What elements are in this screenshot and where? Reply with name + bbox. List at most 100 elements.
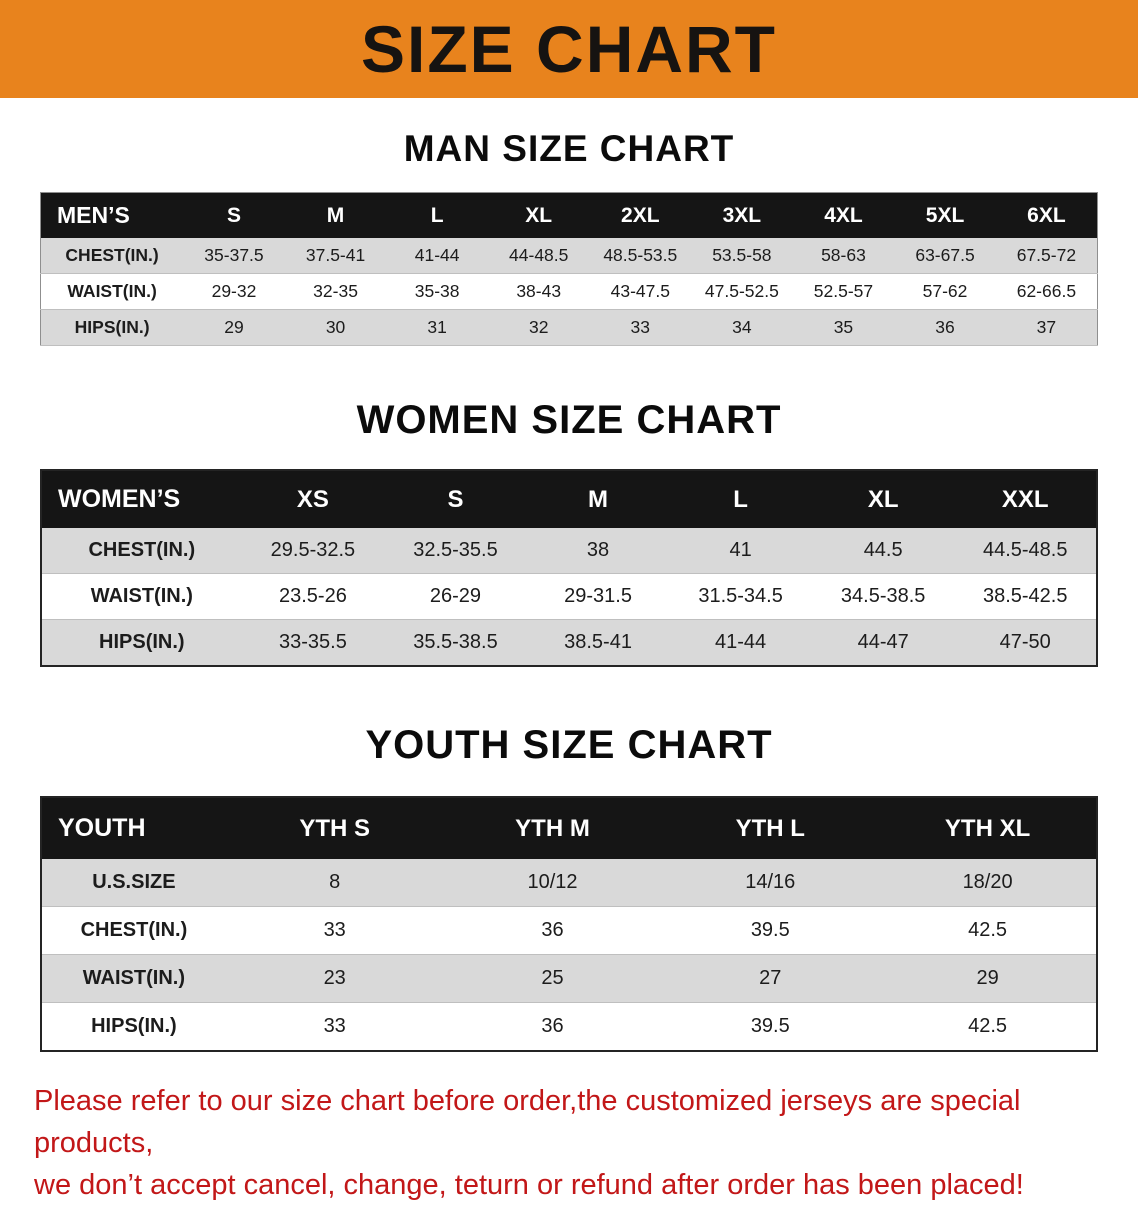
men-value-cell: 41-44: [414, 245, 460, 265]
men-value-cell: 33: [630, 317, 651, 337]
men-value-cell: 36: [935, 317, 955, 337]
men-section: MAN SIZE CHART MEN’S S M L XL 2XL 3XL 4XL 5XL 6XL…: [0, 128, 1138, 346]
women-size-header: M: [526, 470, 670, 528]
youth-measure-row: CHEST(IN.) 33 36 39.5 42.5: [41, 906, 1097, 955]
women-size-header: S: [384, 470, 527, 528]
women-value-cell: 38: [586, 539, 610, 561]
women-size-header: XL: [811, 470, 955, 528]
youth-value-cell: 39.5: [750, 919, 790, 941]
youth-value-cell: 36: [541, 919, 564, 941]
women-value-cell: 44.5: [863, 539, 903, 561]
men-value-cell: 35-38: [414, 281, 460, 301]
women-value-cell: 47-50: [999, 631, 1051, 653]
youth-measure-row: U.S.SIZE 8 10/12 14/16 18/20: [41, 859, 1097, 907]
men-size-header: XL: [487, 192, 590, 238]
women-row-label: WAIST(IN.): [90, 585, 193, 607]
women-value-cell: 44-47: [857, 631, 909, 653]
youth-value-cell: 42.5: [968, 919, 1008, 941]
men-value-cell: 62-66.5: [1016, 281, 1077, 301]
women-size-table: WOMEN’S XS S M L XL XXL CHEST(IN.) 29.5-32.5 32.5…: [40, 469, 1098, 667]
youth-measure-row: WAIST(IN.) 23 25 27 29: [41, 954, 1097, 1003]
disclaimer-line-1: Please refer to our size chart before or…: [34, 1085, 1021, 1160]
women-value-cell: 26-29: [429, 585, 482, 607]
youth-value-cell: 39.5: [750, 1015, 790, 1037]
youth-value-cell: 27: [759, 967, 782, 989]
men-measure-row: HIPS(IN.) 29 30 31 32 33 34 35 36 37: [40, 309, 1098, 346]
youth-row-label: CHEST(IN.): [80, 919, 188, 941]
disclaimer-line-2: we don’t accept cancel, change, teturn o…: [34, 1169, 1024, 1202]
women-value-cell: 41-44: [715, 631, 767, 653]
size-chart-banner: SIZE CHART: [0, 0, 1138, 98]
women-value-cell: 29-31.5: [564, 585, 632, 607]
men-value-cell: 43-47.5: [610, 281, 670, 301]
youth-size-table: YOUTH YTH S YTH M YTH L YTH XL U.S.SIZE 8 10/12…: [40, 796, 1098, 1052]
men-row-label: CHEST(IN.): [65, 245, 159, 265]
women-size-header: XS: [241, 470, 385, 528]
men-value-cell: 35: [833, 317, 854, 337]
men-value-cell: 37: [1036, 317, 1057, 337]
youth-value-cell: 25: [541, 967, 564, 989]
women-size-header: XXL: [954, 470, 1097, 528]
men-size-header: M: [284, 192, 387, 238]
men-value-cell: 30: [325, 317, 346, 337]
youth-row-label: WAIST(IN.): [82, 967, 185, 989]
men-table-title: MEN’S: [40, 192, 184, 238]
women-value-cell: 44.5-48.5: [982, 539, 1068, 561]
youth-section-heading: YOUTH SIZE CHART: [365, 723, 773, 767]
women-value-cell: 41: [729, 539, 752, 561]
youth-section: YOUTH SIZE CHART YOUTH YTH S YTH M YTH L YTH…: [0, 723, 1138, 1052]
men-value-cell: 63-67.5: [915, 245, 975, 265]
women-table-title: WOMEN’S: [41, 470, 242, 528]
youth-value-cell: 10/12: [527, 871, 578, 893]
women-section-heading: WOMEN SIZE CHART: [356, 398, 782, 442]
men-value-cell: 48.5-53.5: [603, 245, 678, 265]
men-value-cell: 57-62: [922, 281, 968, 301]
youth-row-label: U.S.SIZE: [92, 871, 176, 893]
women-header-row: WOMEN’S XS S M L XL XXL: [41, 470, 1097, 528]
women-row-label: CHEST(IN.): [88, 539, 196, 561]
youth-size-header: YTH M: [443, 797, 662, 859]
men-row-label: HIPS(IN.): [74, 317, 150, 337]
women-value-cell: 38.5-41: [564, 631, 632, 653]
youth-value-cell: 18/20: [962, 871, 1013, 893]
youth-size-header: YTH XL: [879, 797, 1097, 859]
men-value-cell: 53.5-58: [712, 245, 772, 265]
men-size-header: 3XL: [691, 192, 793, 238]
women-value-cell: 34.5-38.5: [840, 585, 926, 607]
men-value-cell: 35-37.5: [204, 245, 264, 265]
men-size-header: 5XL: [894, 192, 996, 238]
women-value-cell: 35.5-38.5: [413, 631, 498, 653]
women-measure-row: HIPS(IN.) 33-35.5 35.5-38.5 38.5-41 41-44 44-…: [41, 619, 1097, 666]
youth-size-header: YTH L: [661, 797, 880, 859]
men-value-cell: 38-43: [516, 281, 562, 301]
men-value-cell: 32: [528, 317, 549, 337]
women-value-cell: 31.5-34.5: [698, 585, 783, 607]
disclaimer: Please refer to our size chart before or…: [0, 1080, 1138, 1206]
men-value-cell: 29: [224, 317, 244, 337]
women-value-cell: 29.5-32.5: [270, 539, 356, 561]
women-row-label: HIPS(IN.): [99, 631, 185, 653]
men-value-cell: 44-48.5: [509, 245, 569, 265]
youth-table-title: YOUTH: [41, 797, 226, 859]
youth-value-cell: 14/16: [745, 871, 796, 893]
men-value-cell: 32-35: [313, 281, 358, 301]
women-value-cell: 32.5-35.5: [413, 539, 498, 561]
men-size-header: 2XL: [589, 192, 692, 238]
youth-row-label: HIPS(IN.): [91, 1015, 177, 1037]
men-value-cell: 58-63: [821, 245, 866, 265]
women-measure-row: CHEST(IN.) 29.5-32.5 32.5-35.5 38 41 44.5 44.5…: [41, 528, 1097, 574]
youth-size-header: YTH S: [225, 797, 444, 859]
youth-value-cell: 29: [976, 967, 999, 989]
youth-value-cell: 33: [323, 919, 346, 941]
women-measure-row: WAIST(IN.) 23.5-26 26-29 29-31.5 31.5-34.5 34…: [41, 573, 1097, 620]
men-value-cell: 31: [427, 317, 447, 337]
women-value-cell: 23.5-26: [278, 585, 347, 607]
men-size-header: 4XL: [792, 192, 895, 238]
women-size-header: L: [669, 470, 812, 528]
men-measure-row: WAIST(IN.) 29-32 32-35 35-38 38-43 43-47.5 47.…: [40, 273, 1098, 310]
men-size-header: L: [386, 192, 488, 238]
men-row-label: WAIST(IN.): [67, 281, 157, 301]
women-section: WOMEN SIZE CHART WOMEN’S XS S M L XL XXL CHEST(…: [0, 398, 1138, 667]
men-value-cell: 47.5-52.5: [704, 281, 779, 301]
women-value-cell: 38.5-42.5: [982, 585, 1068, 607]
